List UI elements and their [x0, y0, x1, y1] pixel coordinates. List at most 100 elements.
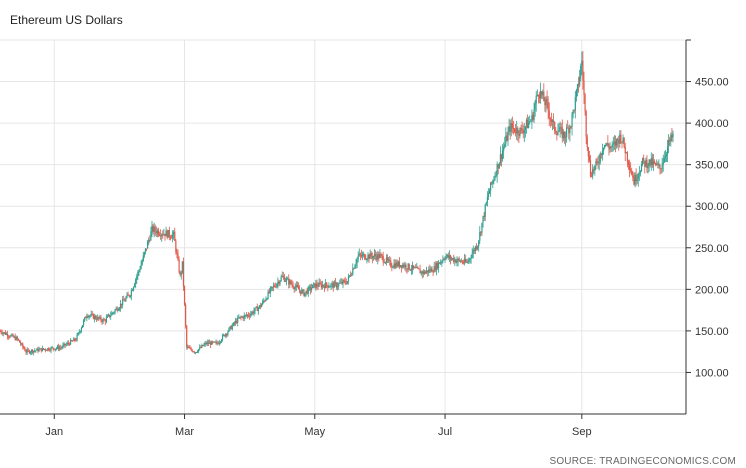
candle-down	[423, 271, 426, 274]
candle-up	[77, 332, 79, 335]
candle-up	[243, 315, 245, 319]
candle-down	[521, 128, 523, 132]
candle-down	[317, 286, 319, 288]
candle-up	[665, 154, 668, 157]
candle-up	[545, 98, 547, 106]
candle-down	[364, 254, 366, 260]
candle-up	[609, 147, 611, 149]
candle-down	[190, 347, 192, 350]
candle-down	[419, 269, 421, 274]
candle-down	[614, 141, 617, 146]
candle-down	[6, 333, 9, 337]
candle-down	[406, 268, 408, 270]
candle-up	[114, 309, 116, 313]
candle-down	[517, 127, 519, 135]
candle-up	[534, 103, 536, 110]
candle-up	[354, 265, 356, 269]
candle-down	[214, 341, 216, 343]
candle-down	[583, 80, 585, 95]
candle-up	[658, 164, 660, 166]
candle-up	[392, 267, 394, 269]
candle-up	[211, 341, 213, 345]
candle-down	[417, 267, 419, 269]
y-tick-label: 300.00	[695, 201, 729, 213]
candle-down	[626, 152, 629, 162]
candle-down	[617, 138, 619, 140]
candle-down	[630, 169, 632, 172]
candle-up	[251, 311, 253, 314]
candle-down	[405, 264, 407, 269]
candle-down	[53, 348, 55, 350]
candle-up	[126, 294, 128, 298]
candle-up	[454, 259, 456, 262]
candle-up	[579, 76, 581, 86]
candle-down	[401, 265, 403, 268]
candle-up	[253, 311, 255, 314]
candle-down	[170, 237, 173, 239]
candle-down	[587, 146, 589, 157]
candle-up	[357, 255, 359, 259]
candle-up	[551, 120, 554, 122]
candle-down	[391, 266, 393, 268]
candle-down	[200, 347, 202, 349]
candle-up	[373, 254, 376, 257]
candle-up	[519, 127, 521, 136]
candle-up	[196, 351, 199, 353]
candle-down	[48, 348, 50, 351]
candle-down	[12, 334, 14, 337]
candle-up	[147, 241, 149, 249]
candle-down	[596, 160, 598, 163]
x-tick-label: Jan	[45, 426, 63, 438]
candle-up	[5, 333, 8, 335]
candle-up	[535, 95, 537, 104]
candle-up	[530, 120, 532, 122]
candle-down	[158, 234, 161, 236]
candle-down	[205, 343, 207, 345]
candle-down	[543, 91, 545, 102]
candle-down	[75, 340, 77, 342]
candle-up	[125, 297, 127, 301]
candle-up	[619, 134, 621, 144]
candle-up	[435, 263, 437, 271]
candle-up	[477, 246, 479, 249]
candle-up	[280, 277, 282, 281]
candle-down	[124, 300, 126, 302]
candle-down	[327, 285, 329, 288]
candle-up	[142, 255, 144, 261]
candle-down	[216, 341, 218, 344]
candle-down	[160, 235, 162, 237]
candle-down	[618, 139, 620, 144]
candle-up	[672, 133, 674, 138]
candle-up	[270, 286, 272, 289]
candle-up	[80, 327, 83, 332]
candle-down	[116, 308, 118, 311]
candle-up	[481, 222, 483, 233]
candle-down	[412, 265, 415, 268]
candle-down	[127, 294, 129, 296]
candle-up	[228, 327, 230, 332]
candle-up	[444, 258, 446, 260]
candle-up	[645, 159, 647, 167]
candle-up	[132, 286, 135, 291]
candle-up	[460, 261, 462, 263]
candle-up	[79, 331, 81, 333]
candle-up	[342, 280, 344, 284]
candle-up	[135, 279, 137, 285]
candle-up	[167, 230, 169, 238]
candle-up	[287, 278, 289, 280]
candle-up	[206, 342, 208, 344]
candle-up	[602, 147, 605, 151]
candle-up	[503, 147, 505, 151]
candle-up	[33, 350, 35, 353]
candle-up	[346, 281, 348, 284]
candle-up	[656, 163, 658, 165]
candle-down	[526, 119, 529, 129]
candle-down	[0, 330, 1, 332]
candle-up	[402, 264, 404, 268]
candle-up	[558, 131, 560, 133]
candle-down	[500, 154, 503, 159]
candle-up	[65, 344, 67, 346]
candle-up	[279, 280, 281, 284]
candle-down	[549, 118, 551, 120]
candle-up	[203, 344, 205, 346]
